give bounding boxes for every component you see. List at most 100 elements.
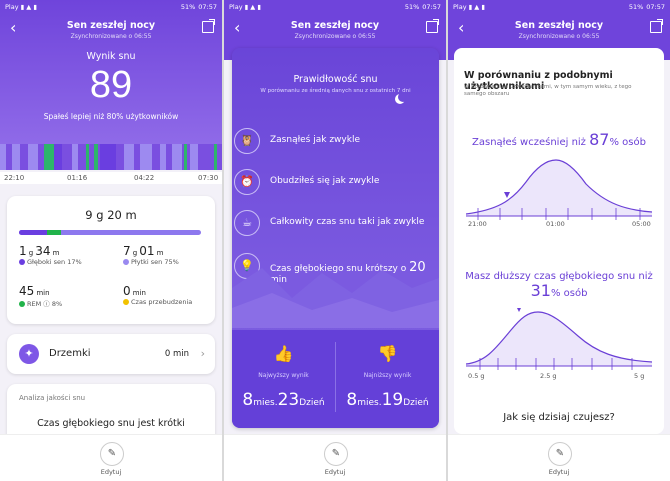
user-position-marker (504, 192, 510, 198)
axis-label: 01:00 (546, 220, 565, 228)
header-title: Sen zeszłej nocy (514, 20, 604, 31)
owl-icon: 🦉 (234, 128, 260, 154)
status-icons: Play ▮ ▲ ▮ (5, 3, 37, 11)
share-icon[interactable] (426, 19, 439, 33)
duration-card[interactable]: 9 g 20 m 1 g 34 m Głęboki sen 17% 7 g 01… (7, 196, 215, 324)
bottom-bar: ✎ Edytuj (0, 434, 222, 481)
header-title: Sen zeszłej nocy (290, 20, 380, 31)
comparison-screen: Play ▮ ▲ ▮ 51% 07:57 ‹ Sen zeszłej nocy Z… (448, 0, 670, 481)
regularity-title: Prawidłowość snu (293, 74, 378, 85)
timeline-ticks: 22:10 01:16 04:22 07:30 (0, 172, 222, 184)
moon-icon (398, 92, 408, 102)
awake-dot (123, 299, 129, 305)
rem-dot (19, 301, 25, 307)
status-bar: Play ▮ ▲ ▮ 51% 07:57 (224, 0, 446, 14)
chevron-right-icon: › (200, 347, 205, 360)
user-position-marker (517, 308, 521, 312)
alarm-icon: ⏰ (234, 169, 260, 195)
sleep-phase-bar (19, 230, 201, 235)
rem-stat: 45 min REM ⓘ 8% (19, 284, 63, 308)
status-bar: Play ▮ ▲ ▮ 51% 07:57 (448, 0, 670, 14)
regularity-item-total-time: ☕ Całkowity czas snu taki jak zwykle (232, 210, 439, 236)
feeling-question[interactable]: Jak się dzisiaj czujesz? (503, 412, 615, 423)
comparison-card: W porównaniu z podobnymi użytkownikami W… (454, 48, 664, 434)
back-icon[interactable]: ‹ (10, 18, 17, 37)
edit-icon[interactable]: ✎ (548, 442, 572, 466)
axis-label: 0.5 g (468, 372, 485, 380)
edit-label: Edytuj (548, 468, 570, 476)
header-subtitle: Zsynchronizowane o 06:55 (70, 33, 152, 40)
axis-label: 05:00 (632, 220, 651, 228)
total-duration: 9 g 20 m (85, 208, 137, 222)
edit-label: Edytuj (324, 468, 346, 476)
battery-label: 51% (404, 3, 420, 11)
fall-asleep-distribution-chart (466, 159, 652, 220)
status-icons: Play ▮ ▲ ▮ (453, 3, 485, 11)
sleep-timeline[interactable] (0, 144, 222, 170)
back-icon[interactable]: ‹ (458, 18, 465, 37)
header-title: Sen zeszłej nocy (66, 20, 156, 31)
light-sleep-stat: 7 g 01 m Płytki sen 75% (123, 244, 179, 266)
deep-sleep-stat: 1 g 34 m Głęboki sen 17% (19, 244, 82, 266)
deep-sleep-distribution-chart (466, 308, 652, 370)
records-section: 👍 Najwyższy wynik 8mies.23Dzień 👎 Najniż… (232, 330, 439, 428)
cup-icon: ☕ (234, 210, 260, 236)
regularity-card: Prawidłowość snu W porównaniu ze średnią… (232, 48, 439, 428)
naps-value: 0 min (164, 349, 189, 359)
time-label: 07:57 (646, 3, 665, 11)
divider (335, 342, 336, 412)
header-subtitle: Zsynchronizowane o 06:55 (294, 33, 376, 40)
app-header: ‹ Sen zeszłej nocy Zsynchronizowane o 06… (224, 14, 446, 46)
score-description: Spałeś lepiej niż 80% użytkowników (43, 112, 179, 121)
app-header: ‹ Sen zeszłej nocy Zsynchronizowane o 06… (448, 14, 670, 46)
axis-label: 21:00 (468, 220, 487, 228)
bottom-bar: ✎ Edytuj (448, 434, 670, 481)
thumbs-down-icon: 👎 (377, 344, 398, 363)
naps-row[interactable]: ✦ Drzemki 0 min › (7, 334, 215, 374)
fall-asleep-comparison: Zasnąłeś wcześniej niż 87% osób (472, 130, 646, 149)
axis-label: 2.5 g (540, 372, 557, 380)
analysis-header: Analiza jakości snu (19, 394, 86, 402)
thumbs-up-icon: 👍 (273, 344, 294, 363)
back-icon[interactable]: ‹ (234, 18, 241, 37)
axis-label: 5 g (634, 372, 645, 380)
awake-stat: 0 min Czas przebudzenia (123, 284, 193, 306)
battery-label: 51% (180, 3, 196, 11)
regularity-subtitle: W porównaniu ze średnią danych snu z ost… (260, 88, 411, 94)
deep-sleep-dot (19, 259, 25, 265)
app-header: ‹ Sen zeszłej nocy Zsynchronizowane o 06… (0, 14, 222, 46)
status-bar: Play ▮ ▲ ▮ 51% 07:57 (0, 0, 222, 14)
analysis-text: Czas głębokiego snu jest krótki (37, 418, 185, 429)
tick-label: 01:16 (67, 174, 88, 182)
sleep-summary-screen: Play ▮ ▲ ▮ 51% 07:57 ‹ Sen zeszłej nocy Z… (0, 0, 222, 481)
tick-label: 04:22 (134, 174, 155, 182)
best-score: 👍 Najwyższy wynik 8mies.23Dzień (232, 330, 335, 428)
regularity-item-wake-up: ⏰ Obudziłeś się jak zwykle (232, 169, 439, 195)
share-icon[interactable] (202, 19, 215, 33)
score-label: Wynik snu (86, 51, 136, 62)
bottom-bar: ✎ Edytuj (224, 434, 446, 481)
worst-score: 👎 Najniższy wynik 8mies.19Dzień (336, 330, 439, 428)
share-icon[interactable] (650, 19, 663, 33)
comparison-title: W porównaniu z podobnymi użytkownikami (464, 70, 613, 92)
header-subtitle: Zsynchronizowane o 06:55 (518, 33, 600, 40)
edit-icon[interactable]: ✎ (100, 442, 124, 466)
tick-label: 07:30 (198, 174, 219, 182)
regularity-item-deep-sleep: 💡 Czas głębokiego snu krótszy o 20 min (232, 253, 439, 285)
edit-icon[interactable]: ✎ (324, 442, 348, 466)
score-header (0, 0, 222, 144)
battery-label: 51% (628, 3, 644, 11)
mountains-illustration (232, 268, 439, 328)
sparkle-icon: ✦ (19, 344, 39, 364)
tick-label: 22:10 (4, 174, 25, 182)
time-label: 07:57 (422, 3, 441, 11)
sleep-regularity-screen: Play ▮ ▲ ▮ 51% 07:57 ‹ Sen zeszłej nocy Z… (224, 0, 446, 481)
sleep-score: 89 (89, 64, 133, 106)
deep-sleep-comparison: Masz dłuższy czas głębokiego snu niż 31%… (465, 271, 653, 300)
comparison-subtitle: W porównaniu z użytkownikami, w tym samy… (464, 84, 632, 97)
edit-label: Edytuj (100, 468, 122, 476)
time-label: 07:57 (198, 3, 217, 11)
light-sleep-dot (123, 259, 129, 265)
naps-label: Drzemki (49, 348, 91, 359)
regularity-item-fall-asleep: 🦉 Zasnąłeś jak zwykle (232, 128, 439, 154)
